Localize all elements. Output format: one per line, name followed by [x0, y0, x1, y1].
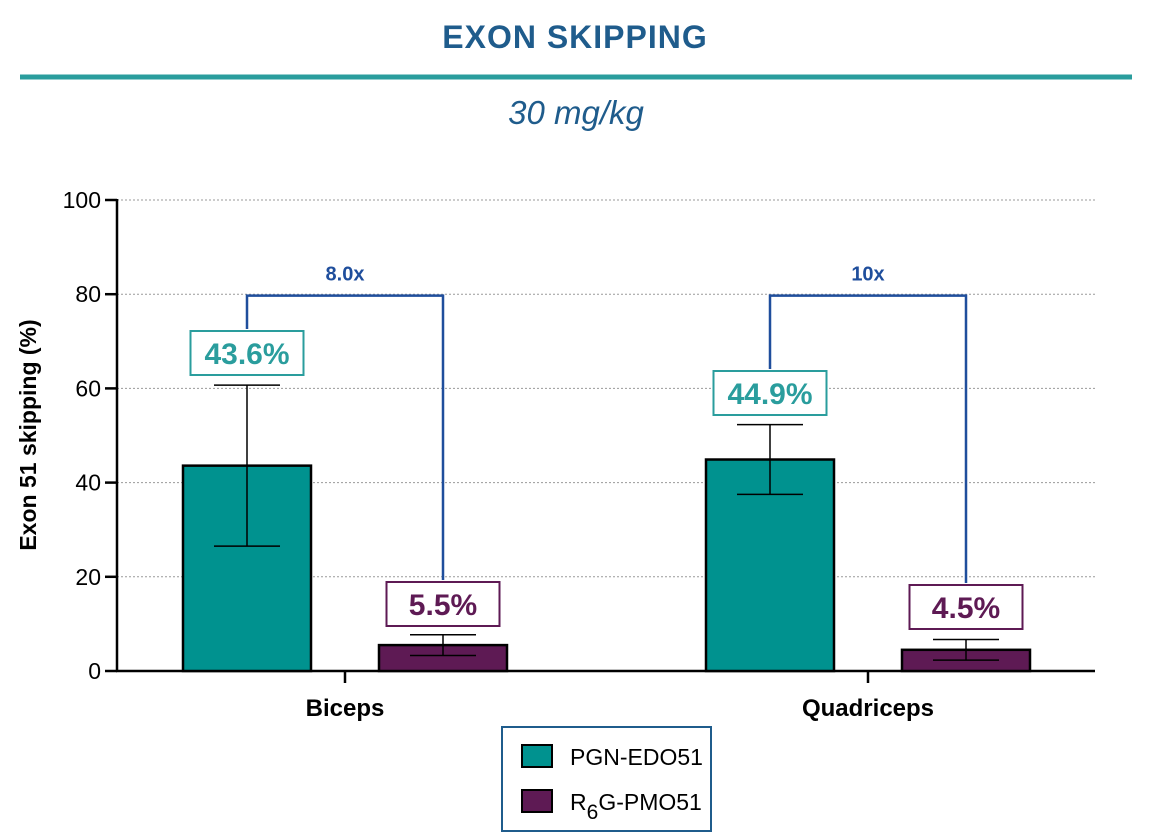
- value-box-r6g-pmo51-quadriceps: [908, 584, 1024, 630]
- y-tick-label-60: 60: [75, 375, 101, 401]
- legend: PGN-EDO51 R6G-PMO51: [501, 726, 712, 832]
- legend-swatch-r6g-pmo51: [521, 789, 553, 813]
- bars: [181, 384, 1032, 673]
- y-axis-ticks: 0 20 40 60 80 100: [63, 187, 117, 684]
- value-label-r6g-pmo51-quadriceps: 4.5%: [932, 592, 1000, 625]
- legend-label-pgn-edo51: PGN-EDO51: [570, 744, 703, 770]
- x-axis-categories: Biceps Quadriceps: [306, 671, 934, 722]
- legend-swatch-pgn-edo51: [521, 744, 553, 768]
- y-tick-label-100: 100: [63, 187, 101, 213]
- value-box-r6g-pmo51-biceps: [385, 581, 501, 627]
- legend-box: [501, 726, 712, 832]
- chart-subtitle: 30 mg/kg: [508, 94, 644, 131]
- x-category-label-biceps: Biceps: [306, 695, 385, 722]
- chart-title: EXON SKIPPING: [442, 19, 708, 55]
- value-box-pgn-edo51-quadriceps: [712, 370, 828, 416]
- value-label-r6g-pmo51-biceps: 5.5%: [409, 589, 477, 622]
- fold-change-label-quadriceps: 10x: [851, 264, 884, 286]
- legend-label-r6g-pmo51: R6G-PMO51: [570, 789, 702, 824]
- bracket-quadriceps: [768, 294, 968, 583]
- value-label-pgn-edo51-biceps: 43.6%: [204, 338, 289, 371]
- legend-label-r6g-pmo51-rest: G-PMO51: [598, 789, 702, 815]
- data-labels: 43.6% 5.5% 44.9% 4.5%: [189, 330, 1024, 630]
- bracket-biceps: [245, 294, 445, 580]
- grid-lines: [117, 199, 1095, 578]
- y-axis-label: Exon 51 skipping (%): [15, 319, 41, 550]
- value-box-pgn-edo51-biceps: [189, 330, 305, 376]
- y-tick-label-0: 0: [88, 658, 101, 684]
- x-category-label-quadriceps: Quadriceps: [802, 695, 934, 722]
- legend-label-pgn-edo51-text: PGN-EDO51: [570, 744, 703, 770]
- legend-label-r6g-pmo51-main: R: [570, 789, 587, 815]
- value-label-pgn-edo51-quadriceps: 44.9%: [727, 378, 812, 411]
- fold-change-label-biceps: 8.0x: [326, 264, 365, 286]
- y-tick-label-20: 20: [75, 564, 101, 590]
- y-tick-label-40: 40: [75, 470, 101, 496]
- legend-label-r6g-pmo51-subscript: 6: [587, 801, 599, 824]
- fold-change-brackets: 8.0x 10x: [245, 264, 968, 583]
- y-tick-label-80: 80: [75, 281, 101, 307]
